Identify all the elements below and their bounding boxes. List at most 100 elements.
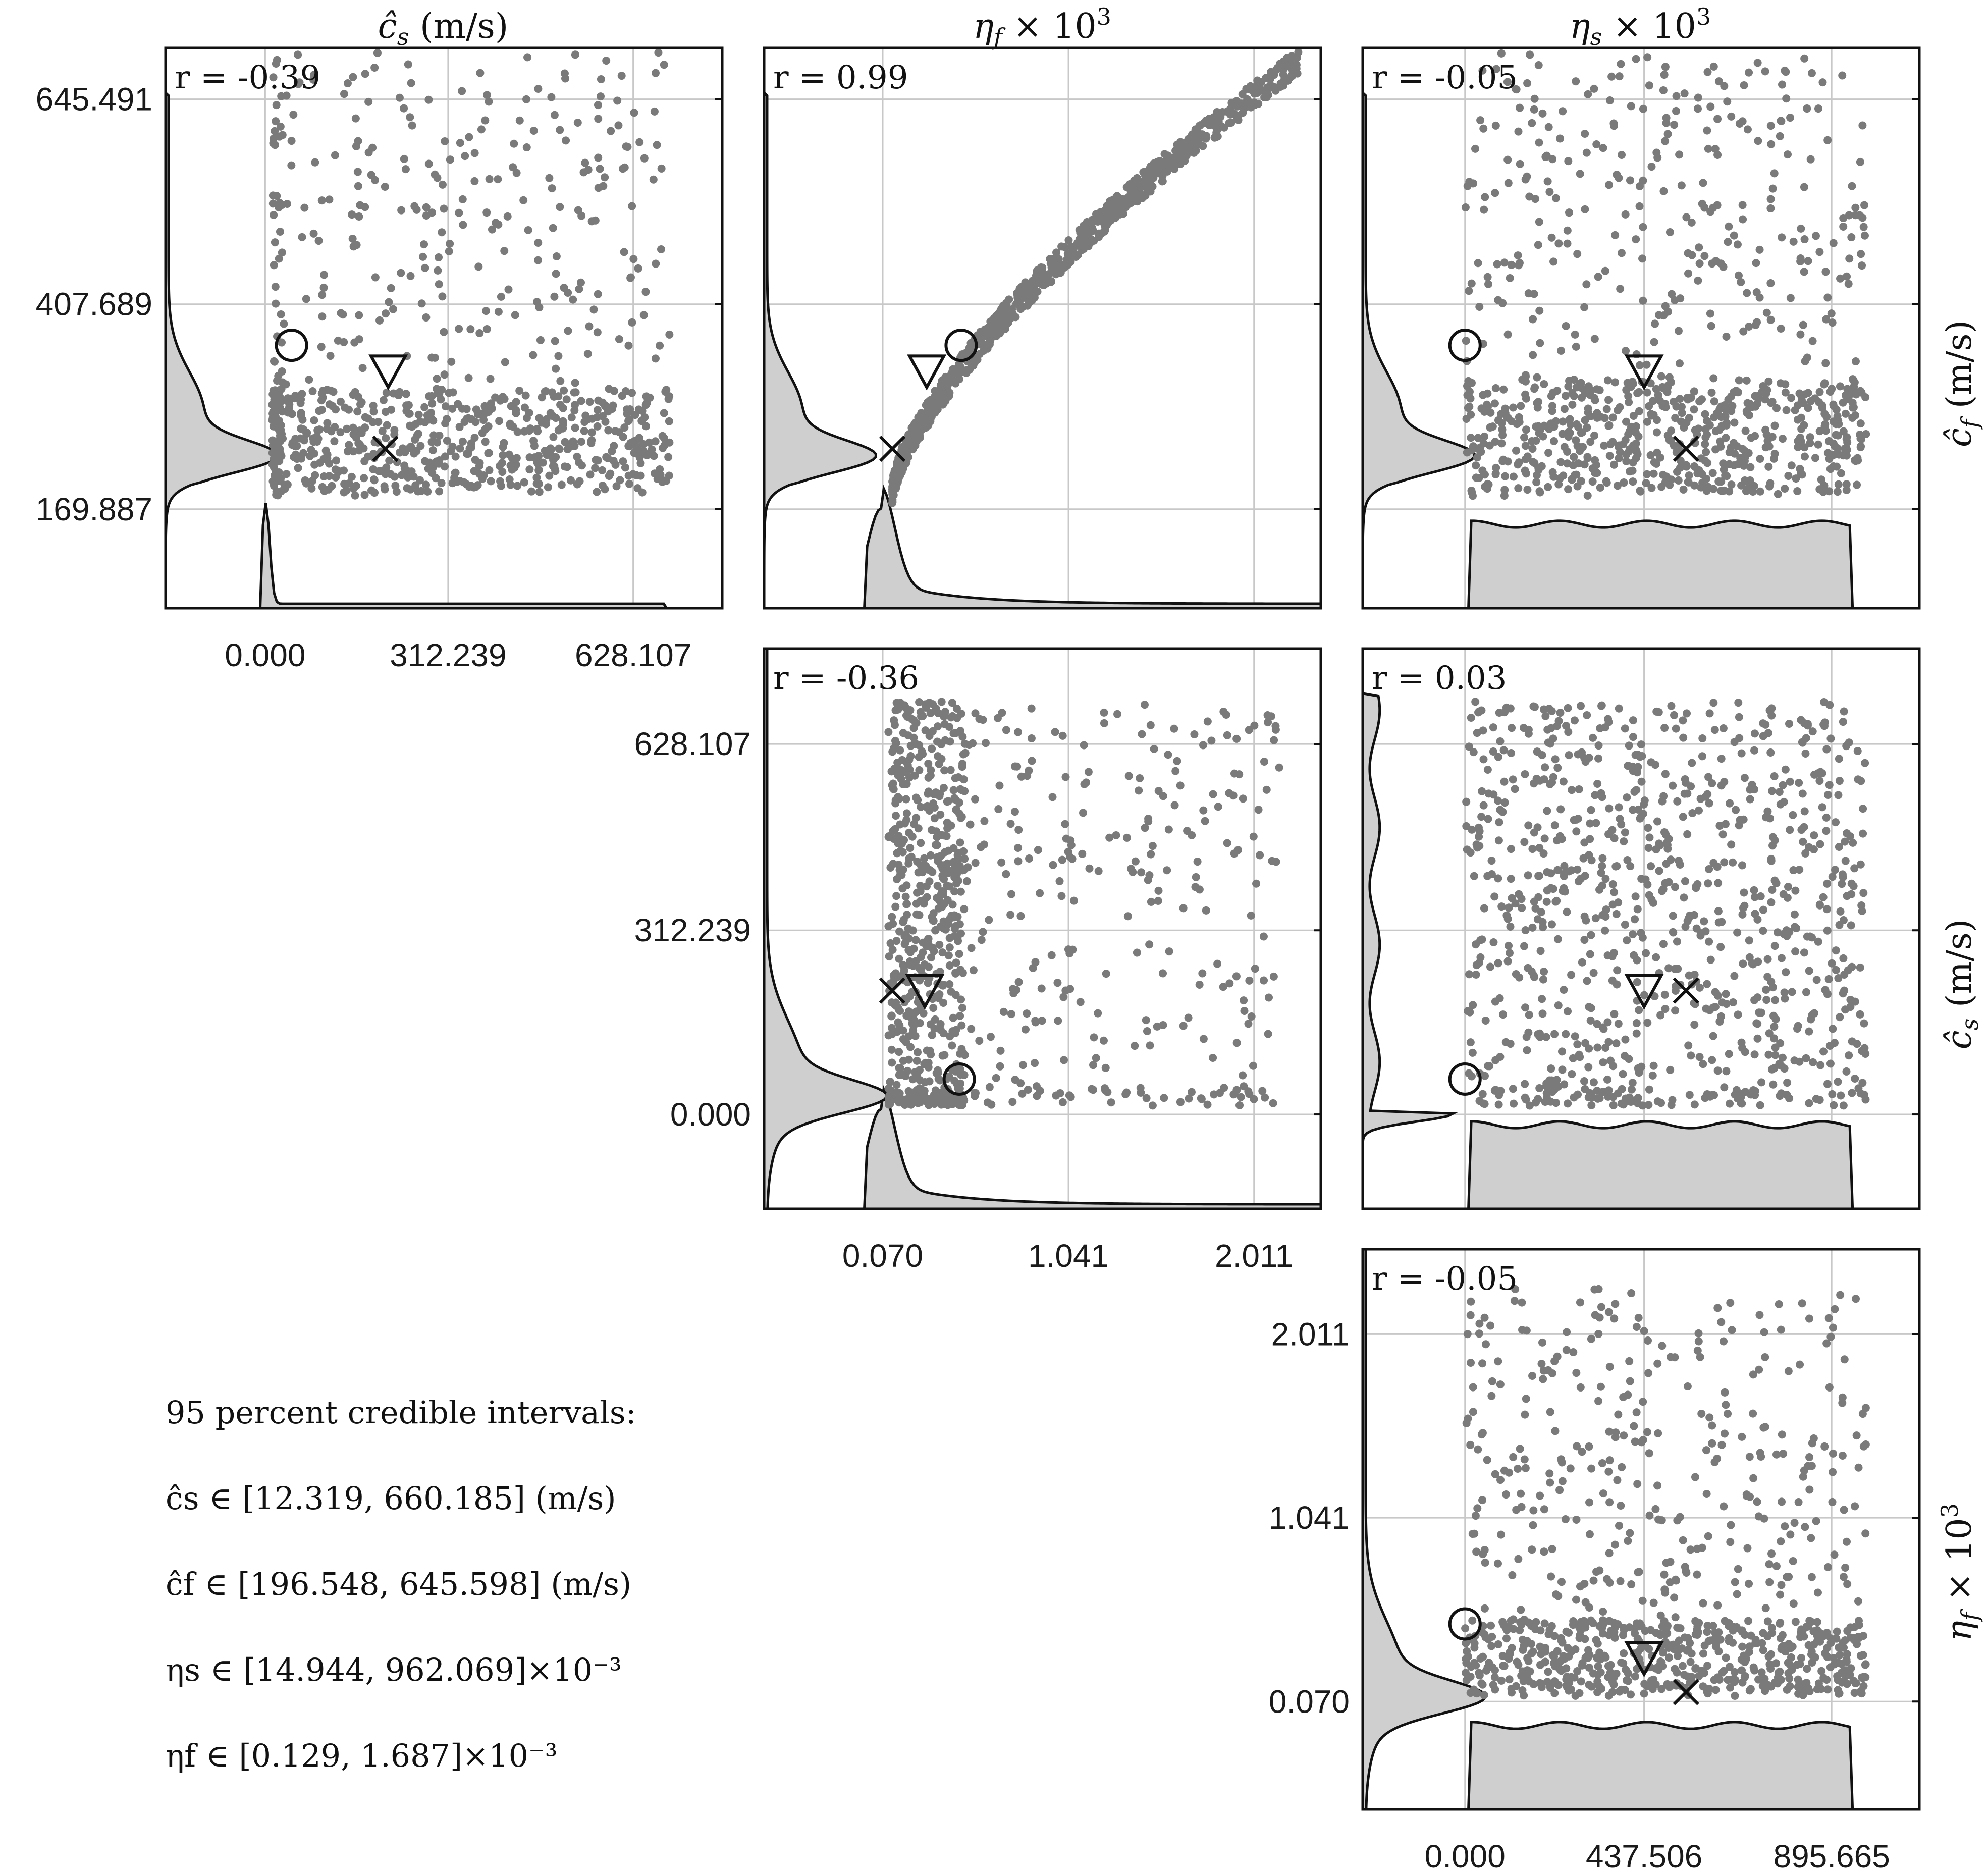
data-point bbox=[913, 1070, 922, 1079]
data-point bbox=[325, 400, 334, 409]
data-point bbox=[586, 470, 595, 479]
data-point bbox=[1834, 791, 1843, 799]
data-point bbox=[1765, 1560, 1774, 1569]
data-point bbox=[1572, 1515, 1581, 1524]
data-point bbox=[287, 161, 296, 170]
data-point bbox=[345, 441, 353, 449]
data-point bbox=[891, 812, 900, 820]
data-point bbox=[1820, 1442, 1829, 1451]
data-point bbox=[1704, 483, 1712, 491]
data-point bbox=[1580, 460, 1589, 469]
marginal-density-left bbox=[1361, 48, 1476, 608]
data-point bbox=[441, 452, 449, 461]
data-point bbox=[1854, 1617, 1863, 1625]
data-point bbox=[1103, 1088, 1112, 1096]
data-point bbox=[1011, 313, 1020, 322]
data-point bbox=[1750, 729, 1759, 738]
data-point bbox=[1764, 1050, 1773, 1059]
data-point bbox=[917, 803, 925, 811]
data-point bbox=[1860, 201, 1869, 209]
data-point bbox=[1843, 272, 1851, 281]
data-point bbox=[470, 434, 479, 442]
data-point bbox=[355, 311, 363, 319]
data-point bbox=[1647, 862, 1655, 871]
data-point bbox=[1732, 806, 1740, 814]
data-point bbox=[506, 461, 515, 470]
data-point bbox=[406, 485, 415, 494]
data-point bbox=[1265, 993, 1273, 1002]
data-point bbox=[1585, 1498, 1594, 1507]
data-point bbox=[1520, 838, 1529, 846]
data-point bbox=[475, 329, 484, 338]
data-point bbox=[1068, 854, 1077, 863]
marker-circle bbox=[944, 329, 978, 362]
data-point bbox=[1552, 896, 1561, 905]
data-point bbox=[1223, 839, 1231, 847]
data-point bbox=[1836, 1650, 1844, 1659]
data-point bbox=[1720, 858, 1729, 867]
data-point bbox=[1842, 1067, 1851, 1076]
data-point bbox=[1679, 813, 1687, 821]
data-point bbox=[1483, 273, 1492, 281]
data-point bbox=[1832, 818, 1840, 827]
panel-frame bbox=[1361, 647, 1921, 1210]
data-point bbox=[1662, 838, 1671, 847]
marginal-density-left bbox=[1361, 1248, 1487, 1811]
data-point bbox=[1840, 707, 1848, 716]
data-point bbox=[1755, 293, 1764, 302]
data-point bbox=[597, 75, 605, 84]
data-point bbox=[441, 137, 449, 145]
data-point bbox=[381, 408, 390, 416]
data-point bbox=[349, 73, 357, 81]
data-point bbox=[891, 796, 900, 805]
data-point bbox=[925, 732, 934, 740]
data-point bbox=[1483, 389, 1492, 398]
data-point bbox=[1142, 1016, 1150, 1025]
data-point bbox=[272, 437, 280, 446]
data-point bbox=[1475, 1329, 1483, 1338]
data-point bbox=[1836, 907, 1845, 916]
data-point bbox=[624, 471, 633, 480]
data-point bbox=[1499, 385, 1508, 394]
data-point bbox=[1708, 779, 1716, 788]
data-point bbox=[352, 142, 360, 150]
marginal-density-left bbox=[1361, 649, 1458, 1209]
data-point bbox=[917, 712, 926, 721]
data-point bbox=[326, 352, 335, 360]
data-point bbox=[948, 365, 957, 373]
data-point bbox=[649, 175, 658, 184]
data-point bbox=[1476, 116, 1485, 125]
data-point bbox=[1859, 829, 1867, 838]
data-point bbox=[1497, 902, 1506, 911]
data-point bbox=[621, 463, 629, 472]
data-point bbox=[1727, 480, 1736, 489]
data-point bbox=[928, 1031, 936, 1039]
marker-cross bbox=[1673, 435, 1699, 462]
data-point bbox=[278, 131, 287, 139]
data-point bbox=[660, 409, 668, 417]
data-point bbox=[896, 1064, 904, 1073]
data-point bbox=[1562, 1346, 1571, 1354]
data-point bbox=[1481, 1558, 1489, 1567]
data-point bbox=[1549, 257, 1558, 266]
data-point bbox=[1631, 1437, 1639, 1446]
data-point bbox=[1165, 947, 1173, 956]
data-point bbox=[1520, 942, 1529, 950]
data-point bbox=[1529, 315, 1537, 324]
data-point bbox=[1560, 443, 1569, 451]
marginal-density-left bbox=[763, 48, 878, 608]
data-point bbox=[886, 1078, 894, 1086]
data-point bbox=[1778, 1053, 1787, 1062]
data-point bbox=[470, 149, 479, 157]
data-point bbox=[1569, 461, 1578, 469]
data-point bbox=[1660, 724, 1669, 732]
data-point bbox=[1622, 347, 1630, 355]
data-point bbox=[1565, 751, 1573, 760]
data-point bbox=[1673, 937, 1681, 946]
data-point bbox=[1789, 1599, 1798, 1608]
data-point bbox=[1825, 454, 1834, 463]
data-point bbox=[1771, 996, 1780, 1004]
data-point bbox=[1620, 478, 1628, 487]
data-point bbox=[1856, 157, 1864, 166]
data-point bbox=[1829, 239, 1838, 247]
